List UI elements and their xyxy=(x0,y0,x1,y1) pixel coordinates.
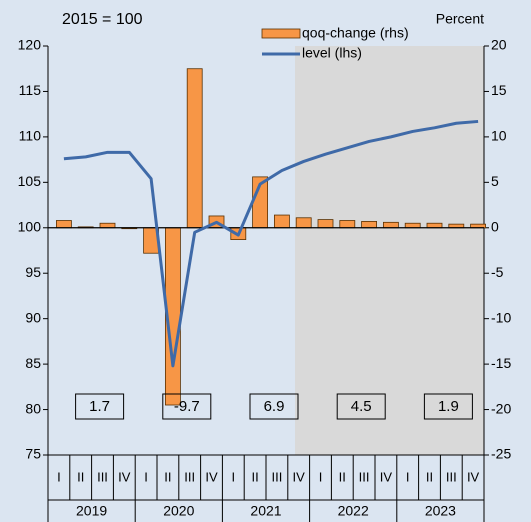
bar xyxy=(56,220,72,229)
x-group-label: 2022 xyxy=(338,503,369,519)
bar xyxy=(273,214,290,229)
x-tick-label: I xyxy=(144,469,148,484)
x-tick-label: I xyxy=(319,469,323,484)
y-tick-label: 120 xyxy=(18,37,42,53)
y2-tick-label: -10 xyxy=(491,309,511,325)
bar xyxy=(317,219,334,229)
x-tick-label: IV xyxy=(380,469,393,484)
annual-value: -9.7 xyxy=(174,398,200,415)
bar xyxy=(382,221,399,229)
forecast-shade xyxy=(295,46,484,455)
x-tick-label: III xyxy=(97,469,108,484)
bar xyxy=(339,220,356,229)
y2-tick-label: 15 xyxy=(491,82,507,98)
x-tick-label: IV xyxy=(205,469,218,484)
y2-tick-label: -25 xyxy=(491,446,511,462)
x-group-label: 2021 xyxy=(250,503,281,519)
annual-value: 6.9 xyxy=(264,398,285,415)
x-tick-label: I xyxy=(57,469,61,484)
x-tick-label: I xyxy=(231,469,235,484)
bar xyxy=(186,68,203,229)
y-tick-label: 90 xyxy=(25,309,41,325)
annual-box xyxy=(162,393,212,420)
y-tick-label: 105 xyxy=(18,173,42,189)
y-tick-label: 75 xyxy=(25,446,41,462)
legend-label: qoq-change (rhs) xyxy=(302,25,409,41)
bar xyxy=(295,217,312,229)
legend-label: level (lhs) xyxy=(302,45,362,61)
y2-tick-label: -20 xyxy=(491,400,511,416)
bar xyxy=(99,222,116,229)
x-group-label: 2019 xyxy=(76,503,107,519)
x-tick-label: III xyxy=(271,469,282,484)
annual-value: 4.5 xyxy=(351,398,372,415)
x-tick-label: IV xyxy=(467,469,480,484)
x-tick-label: III xyxy=(446,469,457,484)
y2-tick-label: 20 xyxy=(491,37,507,53)
chart-title: 2015 = 100 xyxy=(62,11,143,28)
x-tick-label: II xyxy=(164,469,171,484)
x-tick-label: I xyxy=(406,469,410,484)
y2-axis-label: Percent xyxy=(436,11,484,27)
y-tick-label: 115 xyxy=(19,82,42,98)
x-tick-label: IV xyxy=(293,469,306,484)
y-tick-label: 110 xyxy=(19,128,42,144)
x-group-label: 2023 xyxy=(425,503,456,519)
annual-value: 1.9 xyxy=(438,398,459,415)
x-tick-label: II xyxy=(251,469,258,484)
x-tick-label: II xyxy=(77,469,84,484)
annual-box xyxy=(249,393,299,420)
bar xyxy=(404,222,421,229)
level-line xyxy=(63,119,479,368)
legend-swatch xyxy=(261,28,301,39)
x-tick-label: III xyxy=(359,469,370,484)
annual-box xyxy=(336,393,386,420)
y2-tick-label: 10 xyxy=(491,128,507,144)
x-tick-label: II xyxy=(426,469,433,484)
annual-value: 1.7 xyxy=(89,398,110,415)
annual-box xyxy=(423,393,473,420)
x-tick-label: III xyxy=(184,469,195,484)
y2-tick-label: -5 xyxy=(491,264,504,280)
y-tick-label: 100 xyxy=(18,218,42,234)
y-tick-label: 95 xyxy=(25,264,41,280)
y2-tick-label: -15 xyxy=(491,355,511,371)
x-tick-label: II xyxy=(339,469,346,484)
y2-tick-label: 5 xyxy=(491,173,499,189)
y-tick-label: 80 xyxy=(25,400,41,416)
x-tick-label: IV xyxy=(118,469,131,484)
bar xyxy=(426,222,443,229)
x-group-label: 2020 xyxy=(163,503,194,519)
annual-box xyxy=(75,393,125,420)
bar xyxy=(361,221,378,229)
y2-tick-label: 0 xyxy=(491,218,499,234)
y-tick-label: 85 xyxy=(25,355,41,371)
